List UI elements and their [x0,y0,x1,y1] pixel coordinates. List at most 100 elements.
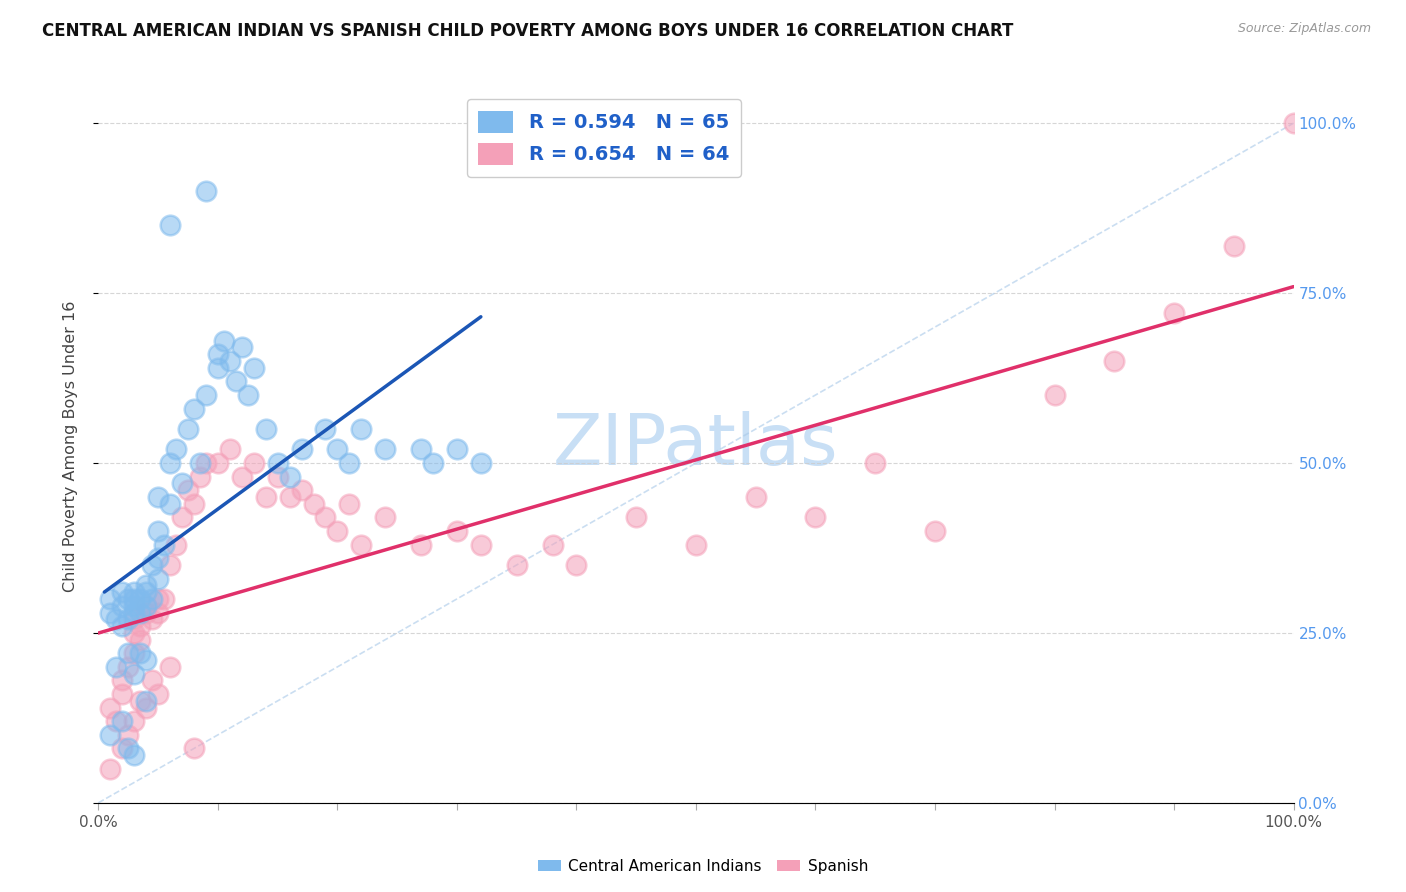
Point [254,490,277,504]
Point [195,456,218,470]
Point [141,591,163,606]
Point [124,606,146,620]
Point [124,599,146,613]
Point [172,476,194,491]
Point [111,714,134,729]
Point [111,619,134,633]
Point [129,632,152,647]
Point [159,558,181,572]
Point [148,490,170,504]
Point [411,442,433,457]
Point [541,537,564,551]
Point [159,660,181,674]
Point [212,334,235,348]
Point [374,442,396,457]
Point [135,700,157,714]
Point [1163,306,1185,320]
Point [470,456,492,470]
Text: ZIPatlas: ZIPatlas [553,411,839,481]
Point [219,442,242,457]
Point [267,469,290,483]
Point [111,585,134,599]
Point [124,714,146,729]
Point [165,442,187,457]
Point [1043,388,1066,402]
Point [326,442,349,457]
Point [446,524,468,538]
Point [207,347,229,361]
Point [98,728,122,742]
Point [685,537,707,551]
Point [924,524,946,538]
Point [135,599,157,613]
Y-axis label: Child Poverty Among Boys Under 16: Child Poverty Among Boys Under 16 [63,301,77,591]
Point [111,741,134,756]
Point [135,606,157,620]
Point [117,612,139,626]
Point [148,524,170,538]
Point [195,388,218,402]
Point [111,673,134,688]
Point [350,422,373,436]
Point [111,599,134,613]
Point [1104,354,1126,368]
Point [124,646,146,660]
Point [117,660,139,674]
Point [159,218,181,232]
Text: Source: ZipAtlas.com: Source: ZipAtlas.com [1237,22,1371,36]
Point [129,591,152,606]
Point [291,442,314,457]
Point [124,666,146,681]
Point [124,612,146,626]
Point [117,728,139,742]
Point [129,646,152,660]
Point [177,483,200,498]
Point [98,591,122,606]
Point [1223,238,1246,252]
Point [243,456,266,470]
Point [135,653,157,667]
Point [153,537,176,551]
Point [188,469,211,483]
Point [141,558,163,572]
Point [135,599,157,613]
Point [626,510,648,524]
Point [159,497,181,511]
Point [165,537,187,551]
Legend: R = 0.594   N = 65, R = 0.654   N = 64: R = 0.594 N = 65, R = 0.654 N = 64 [467,99,741,177]
Point [172,510,194,524]
Point [111,687,134,701]
Point [745,490,768,504]
Point [117,591,139,606]
Point [291,483,314,498]
Point [183,401,205,416]
Point [148,591,170,606]
Point [183,741,205,756]
Point [326,524,349,538]
Text: CENTRAL AMERICAN INDIAN VS SPANISH CHILD POVERTY AMONG BOYS UNDER 16 CORRELATION: CENTRAL AMERICAN INDIAN VS SPANISH CHILD… [42,22,1014,40]
Point [183,497,205,511]
Point [105,714,128,729]
Point [124,748,146,763]
Point [565,558,588,572]
Point [124,626,146,640]
Point [865,456,887,470]
Point [315,422,337,436]
Point [98,762,122,776]
Point [159,456,181,470]
Point [225,375,247,389]
Point [98,700,122,714]
Point [135,585,157,599]
Point [124,591,146,606]
Point [124,585,146,599]
Point [804,510,827,524]
Point [105,660,128,674]
Point [243,360,266,375]
Point [207,456,229,470]
Point [117,646,139,660]
Point [141,612,163,626]
Point [129,606,152,620]
Point [188,456,211,470]
Point [278,469,301,483]
Point [117,741,139,756]
